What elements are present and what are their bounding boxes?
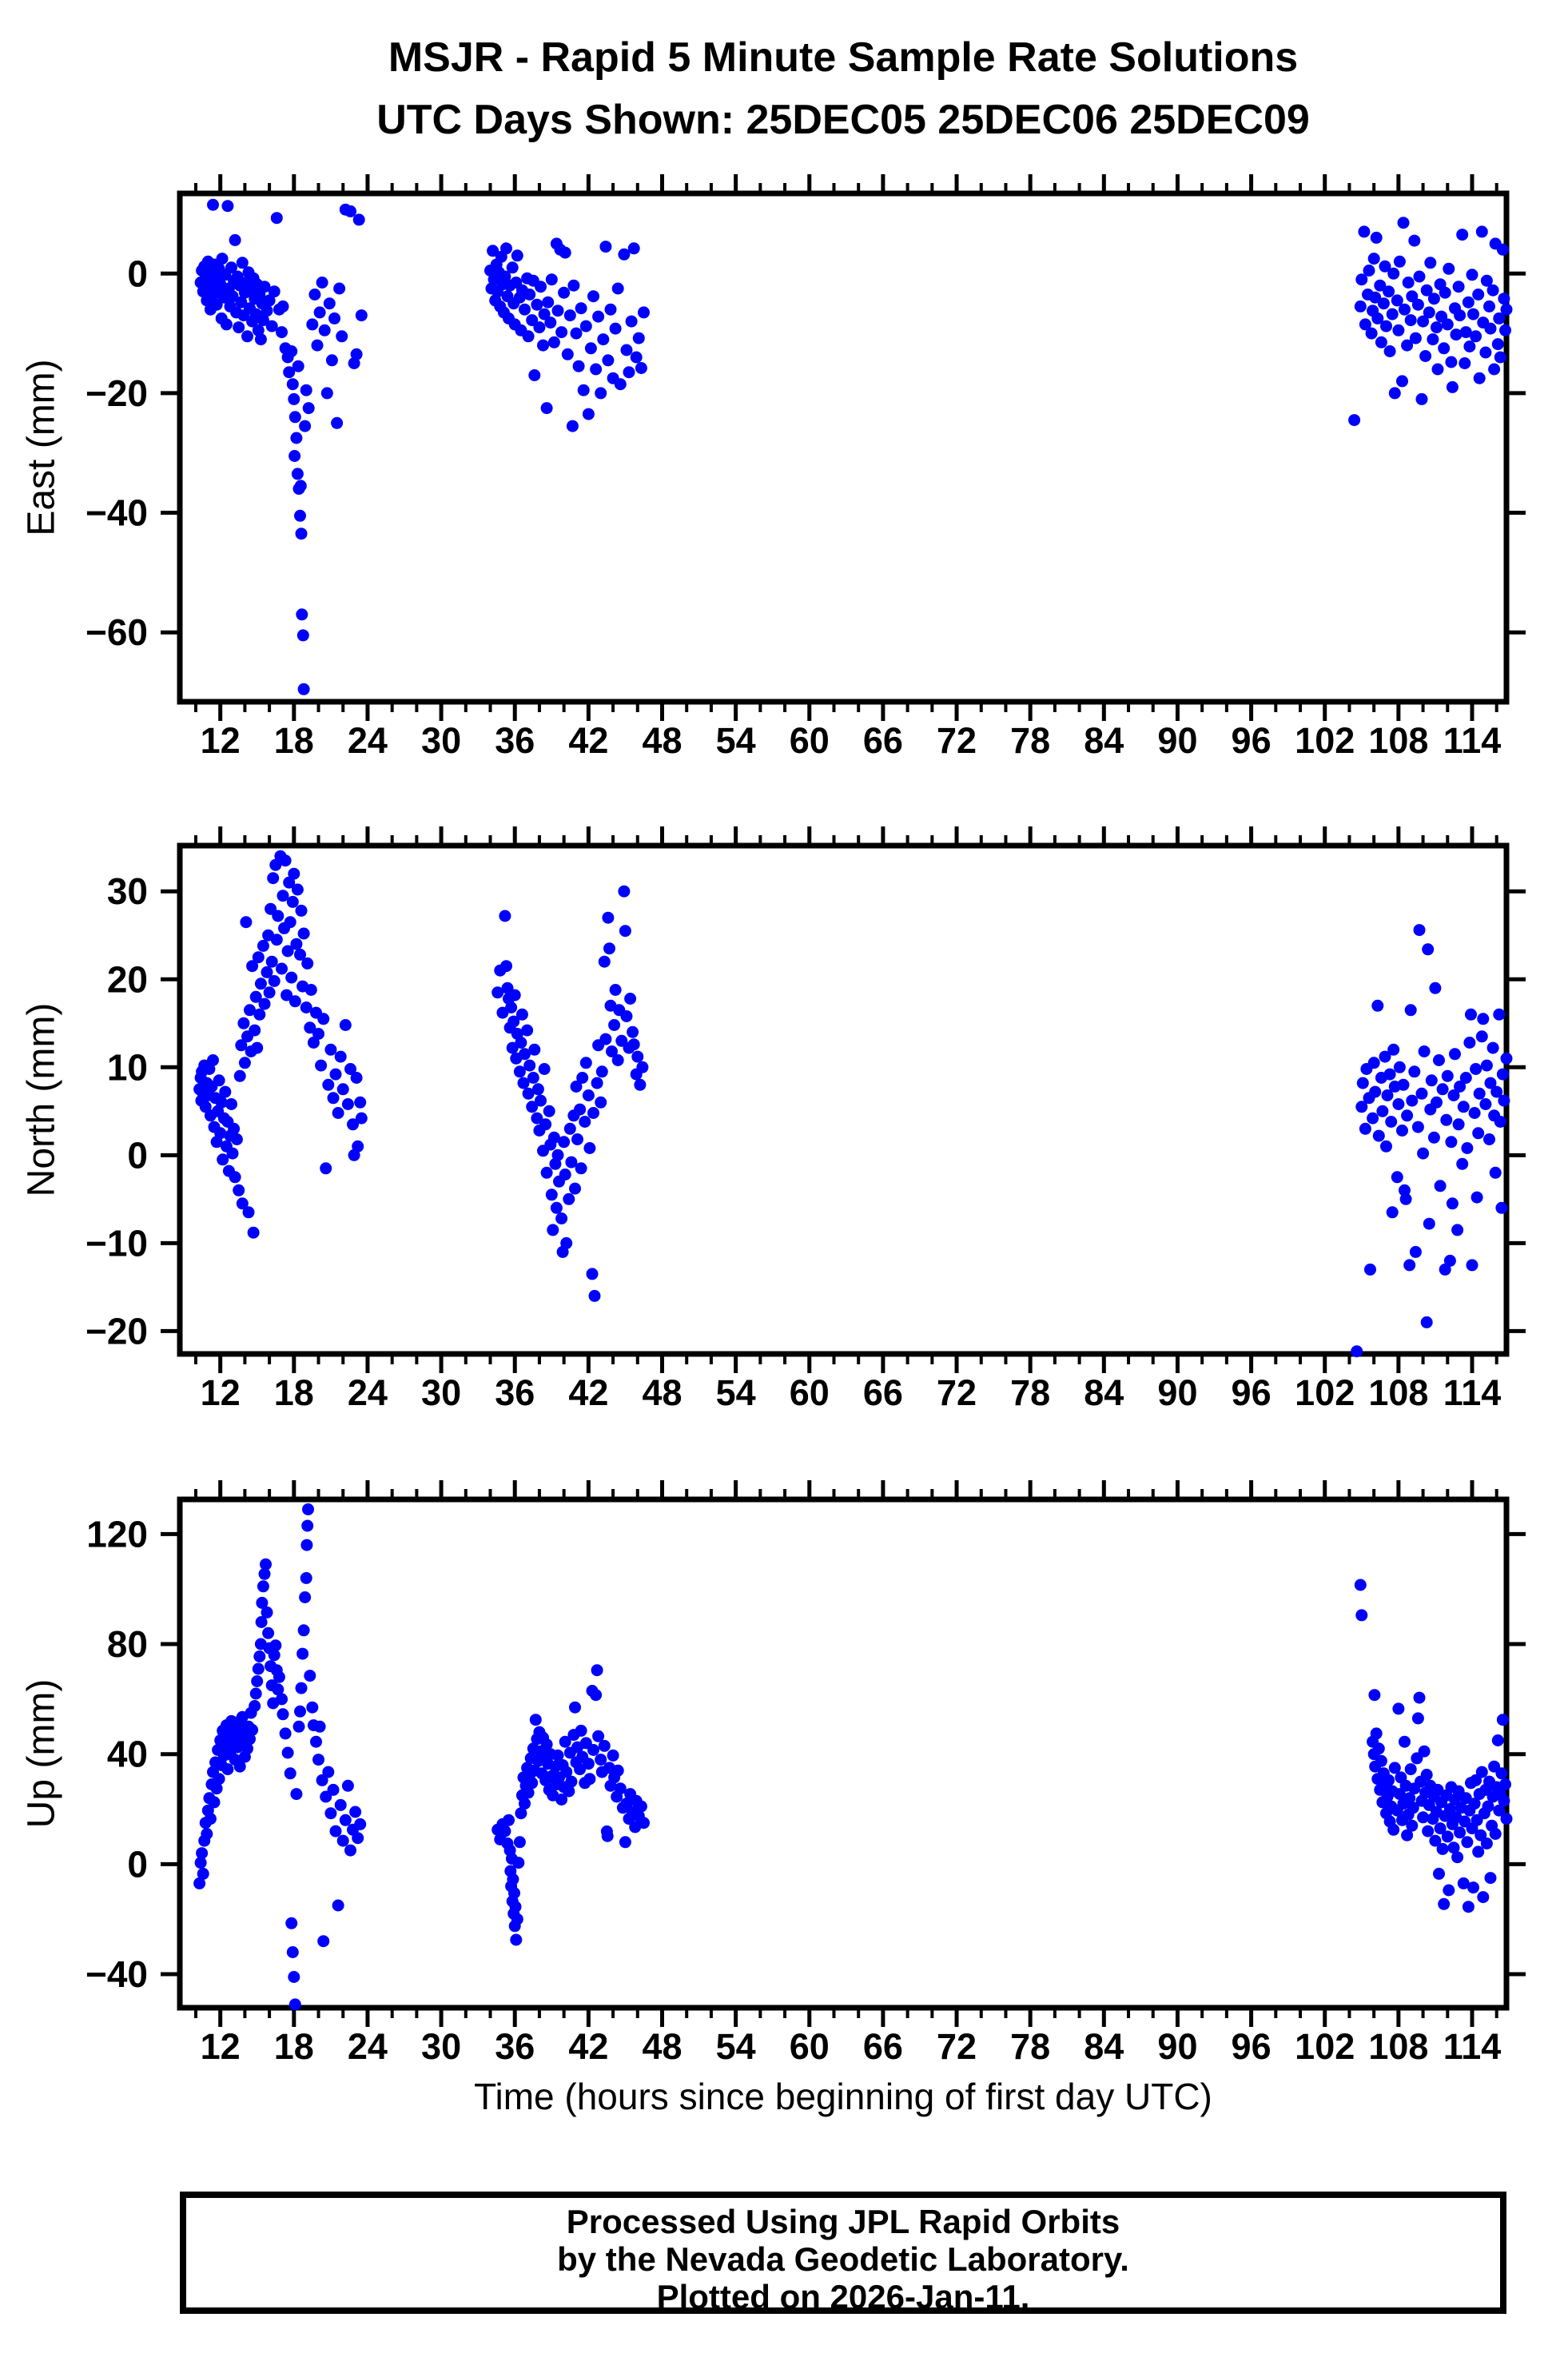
svg-text:84: 84 — [1084, 2026, 1124, 2067]
svg-text:30: 30 — [421, 720, 461, 761]
svg-text:80: 80 — [107, 1623, 148, 1665]
svg-text:120: 120 — [86, 1513, 148, 1555]
svg-text:90: 90 — [1157, 720, 1197, 761]
footer-line-2: by the Nevada Geodetic Laboratory. — [557, 2240, 1129, 2278]
svg-text:114: 114 — [1443, 720, 1502, 761]
svg-text:84: 84 — [1084, 720, 1124, 761]
svg-text:42: 42 — [568, 2026, 608, 2067]
east-points — [194, 198, 1513, 695]
svg-text:60: 60 — [790, 720, 830, 761]
footer-line-3: Plotted on 2026-Jan-11. — [656, 2278, 1030, 2315]
svg-text:0: 0 — [127, 253, 148, 294]
svg-text:114: 114 — [1443, 2026, 1502, 2067]
svg-text:78: 78 — [1010, 2026, 1050, 2067]
svg-text:0: 0 — [127, 1843, 148, 1885]
svg-text:0: 0 — [127, 1134, 148, 1176]
svg-text:24: 24 — [348, 720, 388, 761]
svg-text:78: 78 — [1010, 720, 1050, 761]
svg-text:102: 102 — [1295, 720, 1355, 761]
svg-text:72: 72 — [937, 720, 977, 761]
svg-text:30: 30 — [107, 870, 148, 912]
up-points — [193, 1503, 1513, 2011]
svg-text:18: 18 — [274, 1372, 314, 1413]
svg-text:−20: −20 — [86, 1310, 148, 1352]
svg-text:42: 42 — [568, 1372, 608, 1413]
svg-text:48: 48 — [642, 2026, 682, 2067]
svg-text:36: 36 — [495, 1372, 535, 1413]
svg-text:54: 54 — [716, 2026, 756, 2067]
svg-text:66: 66 — [863, 720, 903, 761]
svg-text:102: 102 — [1295, 1372, 1355, 1413]
svg-text:90: 90 — [1157, 2026, 1197, 2067]
svg-text:78: 78 — [1010, 1372, 1050, 1413]
svg-text:−20: −20 — [86, 372, 148, 414]
svg-text:10: 10 — [107, 1046, 148, 1088]
svg-text:12: 12 — [201, 720, 241, 761]
svg-text:72: 72 — [937, 1372, 977, 1413]
svg-text:48: 48 — [642, 720, 682, 761]
svg-text:54: 54 — [716, 720, 756, 761]
svg-text:72: 72 — [937, 2026, 977, 2067]
page-subtitle: UTC Days Shown: 25DEC05 25DEC06 25DEC09 — [376, 97, 1310, 143]
svg-text:66: 66 — [863, 1372, 903, 1413]
svg-text:96: 96 — [1232, 1372, 1272, 1413]
svg-text:54: 54 — [716, 1372, 756, 1413]
svg-text:102: 102 — [1295, 2026, 1355, 2067]
svg-text:20: 20 — [107, 958, 148, 1000]
svg-text:12: 12 — [201, 1372, 241, 1413]
svg-text:60: 60 — [790, 1372, 830, 1413]
xaxis-title: Time (hours since beginning of first day… — [474, 2076, 1212, 2117]
ylabel-north: North (mm) — [20, 1002, 63, 1197]
svg-text:36: 36 — [495, 720, 535, 761]
up-panel: 12 18 24 30 36 42 48 54 60 66 72 78 84 90 96 102 108 114 1… — [86, 1480, 1526, 2067]
svg-text:−60: −60 — [86, 611, 148, 653]
svg-text:−10: −10 — [86, 1222, 148, 1264]
east-panel: 12 18 24 30 36 42 48 54 60 66 72 78 84 90 96 102 108 114 0… — [86, 174, 1526, 761]
svg-text:90: 90 — [1157, 1372, 1197, 1413]
svg-text:24: 24 — [348, 2026, 388, 2067]
svg-text:36: 36 — [495, 2026, 535, 2067]
svg-text:30: 30 — [421, 1372, 461, 1413]
svg-text:−40: −40 — [86, 492, 148, 534]
ylabel-east: East (mm) — [20, 359, 63, 536]
svg-text:18: 18 — [274, 2026, 314, 2067]
svg-text:30: 30 — [421, 2026, 461, 2067]
svg-text:66: 66 — [863, 2026, 903, 2067]
svg-text:42: 42 — [568, 720, 608, 761]
svg-text:108: 108 — [1368, 1372, 1428, 1413]
svg-text:96: 96 — [1232, 2026, 1272, 2067]
svg-text:108: 108 — [1368, 2026, 1428, 2067]
north-panel: 12 18 24 30 36 42 48 54 60 66 72 78 84 90 96 102 108 114 3… — [86, 826, 1526, 1413]
svg-text:40: 40 — [107, 1734, 148, 1775]
north-points — [193, 850, 1513, 1358]
svg-text:−40: −40 — [86, 1953, 148, 1995]
svg-text:108: 108 — [1368, 720, 1428, 761]
svg-text:60: 60 — [790, 2026, 830, 2067]
footer-box: Processed Using JPL Rapid Orbits by the … — [180, 2192, 1506, 2315]
svg-text:84: 84 — [1084, 1372, 1124, 1413]
svg-text:96: 96 — [1232, 720, 1272, 761]
svg-text:48: 48 — [642, 1372, 682, 1413]
ylabel-up: Up (mm) — [20, 1678, 63, 1829]
svg-text:12: 12 — [201, 2026, 241, 2067]
svg-text:24: 24 — [348, 1372, 388, 1413]
svg-text:114: 114 — [1443, 1372, 1502, 1413]
footer-line-1: Processed Using JPL Rapid Orbits — [566, 2203, 1120, 2240]
page-title: MSJR - Rapid 5 Minute Sample Rate Soluti… — [388, 34, 1299, 81]
svg-text:18: 18 — [274, 720, 314, 761]
